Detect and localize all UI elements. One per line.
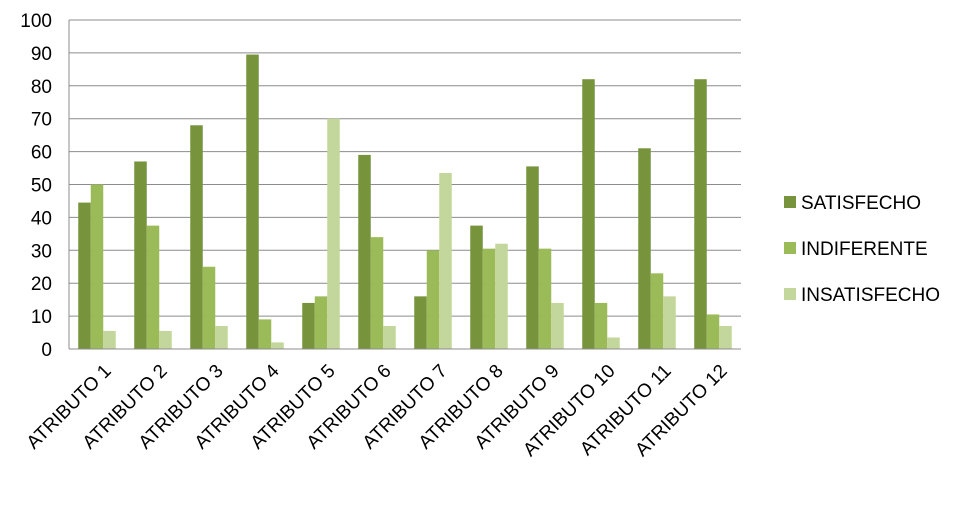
bar-insatisfecho-9 bbox=[551, 302, 564, 349]
legend-label-indiferente: INDIFERENTE bbox=[801, 239, 928, 260]
bar-insatisfecho-4 bbox=[271, 342, 284, 349]
y-axis-tick-labels: 0 10 20 30 40 50 60 70 80 90 100 bbox=[20, 11, 52, 361]
bar-satisfecho-2 bbox=[134, 161, 147, 349]
y-tick-label: 10 bbox=[31, 307, 52, 328]
y-tick-label: 40 bbox=[31, 208, 52, 229]
y-tick-label: 90 bbox=[31, 44, 52, 65]
legend-swatch-indiferente bbox=[784, 242, 796, 254]
legend-label-satisfecho: SATISFECHO bbox=[801, 193, 921, 214]
legend-swatch-satisfecho bbox=[784, 196, 796, 208]
bar-satisfecho-7 bbox=[414, 296, 427, 349]
bar-satisfecho-3 bbox=[190, 125, 203, 349]
bar-satisfecho-6 bbox=[358, 154, 371, 349]
bars bbox=[78, 54, 732, 350]
bar-indiferente-10 bbox=[594, 302, 608, 349]
x-axis bbox=[68, 20, 741, 350]
bar-satisfecho-5 bbox=[302, 302, 315, 349]
bar-indiferente-1 bbox=[90, 184, 104, 349]
y-tick-label: 70 bbox=[31, 110, 52, 131]
y-tick-label: 60 bbox=[31, 143, 52, 164]
bar-insatisfecho-5 bbox=[327, 118, 340, 349]
bar-insatisfecho-1 bbox=[103, 330, 116, 349]
bar-satisfecho-12 bbox=[694, 79, 707, 349]
legend: SATISFECHO INDIFERENTE INSATISFECHO bbox=[784, 193, 940, 306]
bar-satisfecho-4 bbox=[246, 54, 259, 350]
bar-indiferente-8 bbox=[482, 248, 496, 349]
bar-satisfecho-9 bbox=[526, 166, 539, 349]
bar-insatisfecho-10 bbox=[607, 337, 620, 349]
bar-indiferente-6 bbox=[370, 237, 384, 349]
y-tick-label: 80 bbox=[31, 77, 52, 98]
bar-indiferente-11 bbox=[650, 273, 664, 349]
legend-swatch-insatisfecho bbox=[784, 288, 796, 300]
bar-indiferente-4 bbox=[258, 319, 272, 349]
legend-label-insatisfecho: INSATISFECHO bbox=[801, 285, 940, 306]
y-tick-label: 20 bbox=[31, 274, 52, 295]
bar-satisfecho-10 bbox=[582, 79, 595, 349]
y-tick-label: 100 bbox=[20, 11, 52, 32]
bar-indiferente-9 bbox=[538, 248, 552, 349]
bar-indiferente-5 bbox=[314, 296, 328, 349]
bar-satisfecho-11 bbox=[638, 148, 651, 349]
bar-indiferente-3 bbox=[202, 266, 216, 349]
gridlines bbox=[69, 19, 741, 317]
bar-indiferente-7 bbox=[426, 250, 440, 349]
bar-indiferente-2 bbox=[146, 225, 160, 349]
y-tick-label: 0 bbox=[41, 340, 52, 361]
bar-insatisfecho-7 bbox=[439, 172, 452, 349]
bar-insatisfecho-11 bbox=[663, 296, 676, 349]
y-tick-label: 50 bbox=[31, 176, 52, 197]
bar-insatisfecho-2 bbox=[159, 330, 172, 349]
bar-insatisfecho-6 bbox=[383, 325, 396, 349]
y-tick-label: 30 bbox=[31, 241, 52, 262]
bar-insatisfecho-12 bbox=[719, 325, 732, 349]
bar-satisfecho-1 bbox=[78, 202, 91, 349]
bar-insatisfecho-3 bbox=[215, 325, 228, 349]
bar-indiferente-12 bbox=[706, 314, 720, 349]
bar-satisfecho-8 bbox=[470, 225, 483, 349]
bar-insatisfecho-8 bbox=[495, 243, 508, 349]
